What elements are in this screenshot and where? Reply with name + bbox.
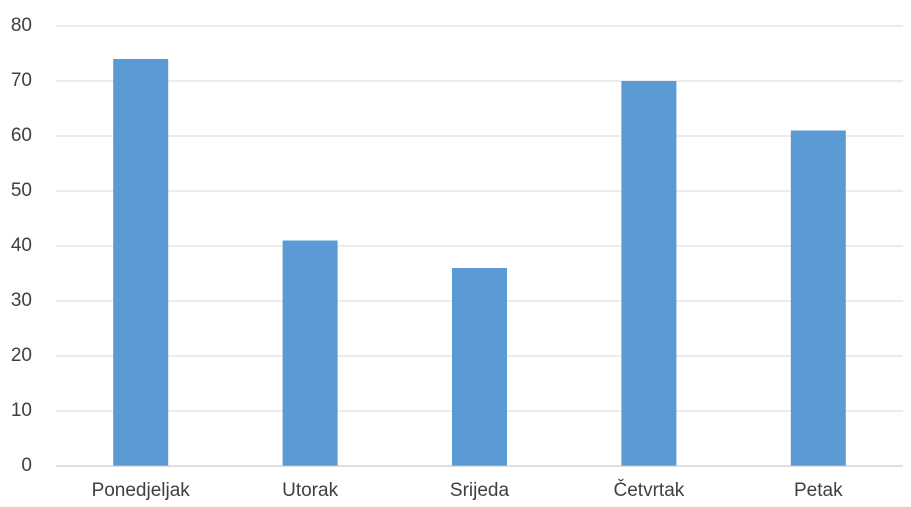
y-tick-label-20: 20 xyxy=(11,345,32,366)
bar-cetvrtak xyxy=(621,81,677,466)
y-tick-label-40: 40 xyxy=(11,235,32,256)
x-category-label-ponedjeljak: Ponedjeljak xyxy=(92,480,191,501)
y-tick-label-10: 10 xyxy=(11,400,32,421)
y-tick-label-50: 50 xyxy=(11,180,32,201)
x-category-label-petak: Petak xyxy=(794,480,843,501)
bars xyxy=(113,59,846,466)
y-tick-label-80: 80 xyxy=(11,15,32,36)
y-tick-label-30: 30 xyxy=(11,290,32,311)
x-category-label-utorak: Utorak xyxy=(282,480,338,501)
y-axis-tick-labels: 0 10 20 30 40 50 60 70 80 xyxy=(11,15,32,476)
bar-petak xyxy=(790,130,846,466)
x-category-label-cetvrtak: Četvrtak xyxy=(614,479,685,501)
y-tick-label-0: 0 xyxy=(21,455,32,476)
x-axis-category-labels: Ponedjeljak Utorak Srijeda Četvrtak Petak xyxy=(92,479,844,501)
y-tick-label-70: 70 xyxy=(11,70,32,91)
bar-ponedjeljak xyxy=(113,59,169,466)
bar-srijeda xyxy=(452,268,507,466)
bar-utorak xyxy=(282,240,338,466)
x-category-label-srijeda: Srijeda xyxy=(450,480,510,501)
y-tick-label-60: 60 xyxy=(11,125,32,146)
